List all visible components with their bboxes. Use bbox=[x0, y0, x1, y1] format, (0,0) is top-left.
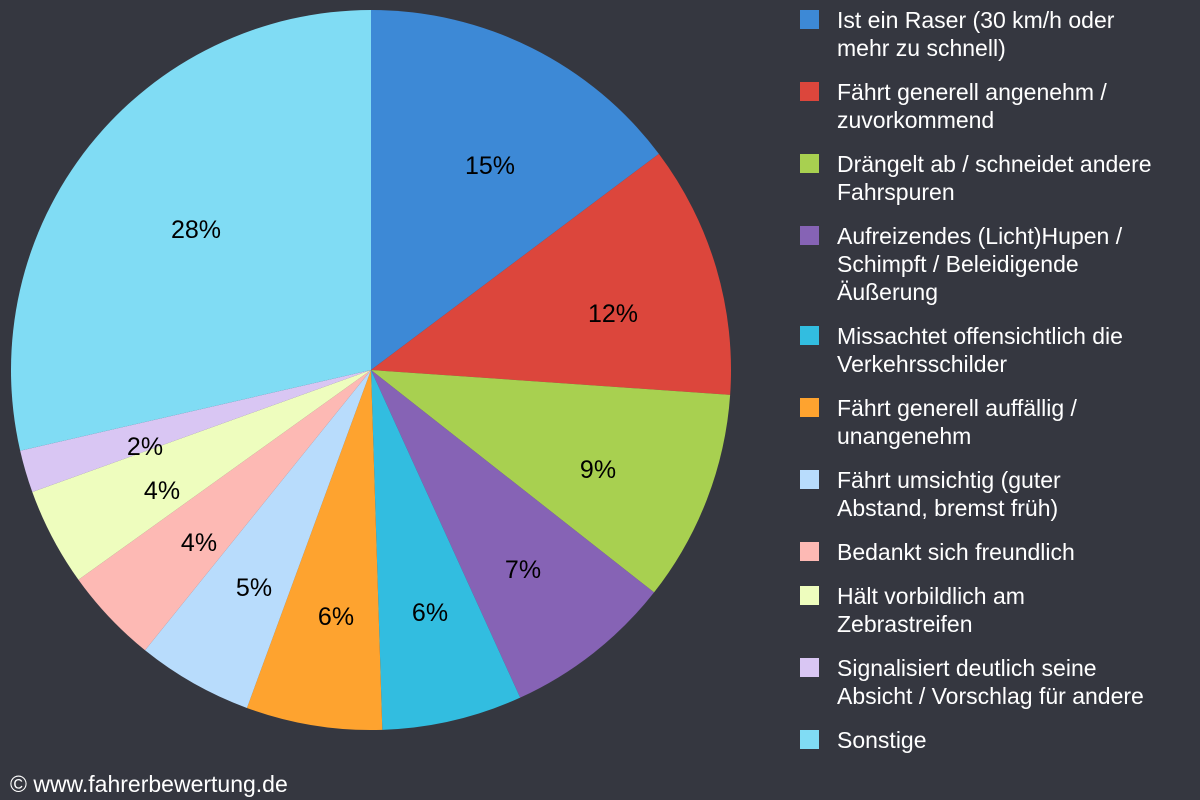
slice-percent-label: 5% bbox=[236, 574, 272, 602]
pie-percent-labels: 15% 12% 9% 7% 6% 6% 5% 4%4% 2% 28% bbox=[127, 152, 638, 631]
pie-slice bbox=[371, 370, 731, 593]
pie-slice bbox=[20, 370, 372, 492]
pie-slice bbox=[371, 10, 659, 370]
legend-item: Missachtet offensichtlich die Verkehrssc… bbox=[800, 322, 1200, 378]
legend-label: Sonstige bbox=[837, 727, 927, 753]
legend-swatch-icon bbox=[800, 542, 819, 561]
pie-slice bbox=[371, 370, 521, 730]
legend-label: Fährt umsichtig (guter Abstand, bremst f… bbox=[837, 467, 1061, 521]
legend-label: Ist ein Raser (30 km/h oder mehr zu schn… bbox=[837, 7, 1115, 61]
legend-label: Bedankt sich freundlich bbox=[837, 539, 1075, 565]
slice-percent-label: 4% bbox=[144, 477, 180, 505]
legend-label: Signalisiert deutlich seine Absicht / Vo… bbox=[837, 655, 1144, 709]
slice-percent-label: 4% bbox=[181, 529, 217, 557]
legend-item: Ist ein Raser (30 km/h oder mehr zu schn… bbox=[800, 6, 1200, 62]
legend-label: Aufreizendes (Licht)Hupen / Schimpft / B… bbox=[837, 223, 1123, 305]
legend-label: Fährt generell angenehm / zuvorkommend bbox=[837, 79, 1107, 133]
pie-slice bbox=[371, 370, 655, 698]
pie-slice bbox=[145, 370, 371, 708]
legend-swatch-icon bbox=[800, 154, 819, 173]
slice-percent-label: 9% bbox=[580, 456, 616, 484]
legend-item: Fährt generell angenehm / zuvorkommend bbox=[800, 78, 1200, 134]
slice-percent-label: 28% bbox=[171, 216, 221, 244]
legend-swatch-icon bbox=[800, 10, 819, 29]
pie-slice bbox=[78, 370, 371, 651]
legend-item: Drängelt ab / schneidet andere Fahrspure… bbox=[800, 150, 1200, 206]
legend-swatch-icon bbox=[800, 658, 819, 677]
legend-label: Hält vorbildlich am Zebrastreifen bbox=[837, 583, 1025, 637]
legend-swatch-icon bbox=[800, 398, 819, 417]
legend-swatch-icon bbox=[800, 82, 819, 101]
slice-percent-label: 6% bbox=[318, 603, 354, 631]
legend-label: Missachtet offensichtlich die Verkehrssc… bbox=[837, 323, 1123, 377]
slice-percent-label: 12% bbox=[588, 300, 638, 328]
legend-swatch-icon bbox=[800, 326, 819, 345]
legend-swatch-icon bbox=[800, 730, 819, 749]
legend-label: Drängelt ab / schneidet andere Fahrspure… bbox=[837, 151, 1152, 205]
pie-slices bbox=[10, 10, 731, 730]
pie-slice bbox=[32, 370, 371, 580]
slice-percent-label: 2% bbox=[127, 433, 163, 461]
legend-item: Signalisiert deutlich seine Absicht / Vo… bbox=[800, 654, 1200, 710]
footer-credit: © www.fahrerbewertung.de bbox=[10, 771, 288, 797]
legend-item: Sonstige bbox=[800, 726, 1200, 754]
chart-legend: Ist ein Raser (30 km/h oder mehr zu schn… bbox=[800, 6, 1200, 770]
legend-item: Hält vorbildlich am Zebrastreifen bbox=[800, 582, 1200, 638]
legend-item: Bedankt sich freundlich bbox=[800, 538, 1200, 566]
legend-label: Fährt generell auffällig / unangenehm bbox=[837, 395, 1077, 449]
legend-swatch-icon bbox=[800, 226, 819, 245]
legend-item: Fährt generell auffällig / unangenehm bbox=[800, 394, 1200, 450]
pie-slice bbox=[371, 153, 731, 395]
legend-item: Fährt umsichtig (guter Abstand, bremst f… bbox=[800, 466, 1200, 522]
legend-item: Aufreizendes (Licht)Hupen / Schimpft / B… bbox=[800, 222, 1200, 306]
legend-swatch-icon bbox=[800, 470, 819, 489]
slice-percent-label: 6% bbox=[412, 599, 448, 627]
pie-slice bbox=[10, 10, 372, 451]
pie-slice bbox=[246, 370, 383, 730]
slice-percent-label: 15% bbox=[465, 152, 515, 180]
slice-percent-label: 7% bbox=[505, 556, 541, 584]
legend-swatch-icon bbox=[800, 586, 819, 605]
